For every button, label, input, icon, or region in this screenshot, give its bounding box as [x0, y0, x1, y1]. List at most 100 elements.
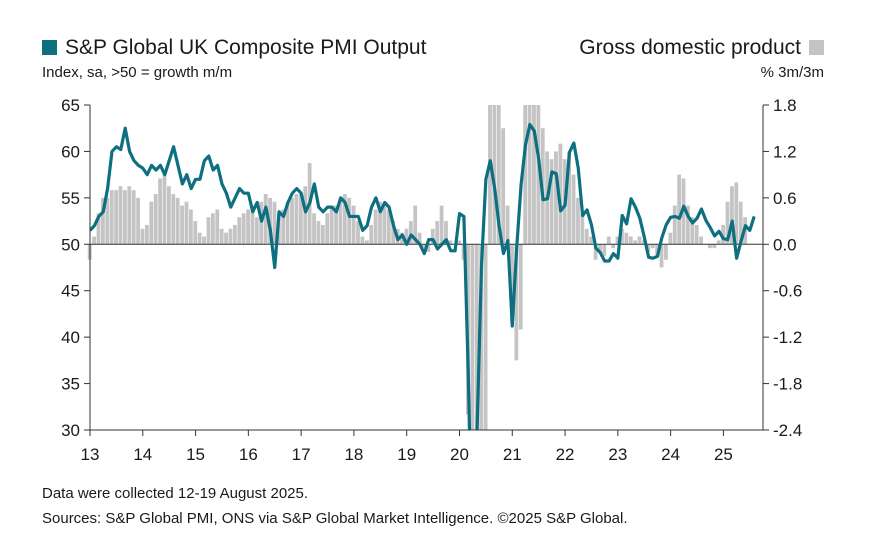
gdp-bar: [602, 244, 607, 256]
data-collection-note: Data were collected 12-19 August 2025.: [42, 485, 309, 502]
gdp-bar: [690, 217, 695, 245]
right-tick-label: 0.6: [773, 189, 797, 208]
gdp-bar: [303, 186, 308, 245]
right-tick-label: 1.8: [773, 96, 797, 115]
gdp-bar: [567, 151, 572, 245]
gdp-bar: [320, 224, 325, 245]
gdp-bar: [558, 143, 563, 245]
gdp-bar: [342, 193, 347, 245]
gdp-bar: [360, 236, 365, 245]
left-tick-label: 30: [61, 421, 80, 440]
gdp-bar: [347, 197, 352, 245]
gdp-bar: [738, 201, 743, 245]
x-tick-label: 20: [450, 445, 469, 464]
gdp-bar: [202, 236, 206, 245]
gdp-bar: [184, 201, 189, 245]
gdp-bar: [413, 205, 418, 245]
gdp-bar: [254, 217, 259, 245]
gdp-bar: [136, 197, 140, 245]
gdp-bar: [294, 193, 299, 245]
gdp-bar: [518, 244, 523, 330]
gdp-bar: [505, 205, 510, 245]
right-tick-label: -2.4: [773, 421, 802, 440]
x-tick-label: 13: [81, 445, 100, 464]
gdp-bar: [417, 232, 422, 245]
gdp-bar: [241, 213, 246, 245]
gdp-bar: [175, 197, 180, 245]
gdp-bar: [228, 228, 233, 245]
gdp-bar: [298, 193, 303, 245]
gdp-bar: [593, 244, 598, 260]
gdp-bar: [369, 224, 374, 245]
gdp-bar: [668, 232, 673, 245]
gdp-bar: [589, 236, 594, 245]
gdp-bar: [408, 221, 413, 245]
gdp-bar: [259, 201, 264, 245]
x-tick-label: 22: [556, 445, 575, 464]
gdp-bar: [646, 244, 651, 253]
gdp-bar: [197, 232, 202, 245]
gdp-bar: [598, 244, 602, 253]
gdp-bar: [611, 244, 616, 249]
gdp-bar: [219, 228, 224, 245]
gdp-bar: [501, 128, 506, 245]
gdp-bar: [426, 244, 431, 253]
gdp-bar: [439, 205, 444, 245]
right-tick-label: -0.6: [773, 282, 802, 301]
x-tick-label: 16: [239, 445, 258, 464]
gdp-bar: [527, 105, 532, 245]
gdp-bar: [232, 224, 237, 245]
gdp-legend-label: Gross domestic product: [579, 36, 801, 59]
gdp-bar: [514, 244, 519, 361]
gdp-bar: [664, 244, 668, 260]
gdp-bar: [158, 178, 162, 245]
gdp-bar: [127, 186, 132, 245]
right-tick-label: -1.2: [773, 328, 802, 347]
gdp-bar: [523, 105, 528, 245]
gdp-bar: [351, 205, 356, 245]
gdp-bar: [580, 213, 585, 245]
gdp-bar: [92, 236, 96, 245]
gdp-bar: [316, 221, 321, 245]
gdp-bar: [571, 174, 576, 245]
gdp-bar: [606, 236, 611, 245]
gdp-bar: [281, 209, 286, 245]
gdp-bar: [725, 201, 730, 245]
gdp-bar: [549, 159, 554, 245]
x-tick-label: 24: [661, 445, 680, 464]
gdp-bar: [435, 221, 440, 245]
gdp-bar: [325, 213, 330, 245]
gdp-bar: [444, 221, 448, 245]
gdp-bar: [206, 217, 211, 245]
gdp-bar: [329, 205, 334, 245]
gdp-bar: [430, 228, 435, 245]
gdp-bar: [140, 228, 145, 245]
x-tick-label: 23: [608, 445, 627, 464]
gdp-bar: [237, 217, 242, 245]
gdp-bar: [496, 105, 501, 245]
gdp-bar: [382, 205, 387, 245]
left-tick-label: 50: [61, 235, 80, 254]
left-tick-label: 65: [61, 96, 80, 115]
gdp-bar: [721, 224, 726, 245]
left-tick-label: 40: [61, 328, 80, 347]
gdp-bar: [576, 197, 580, 245]
gdp-bar: [659, 244, 664, 268]
left-tick-label: 45: [61, 282, 80, 301]
gdp-bar: [734, 182, 739, 245]
left-tick-label: 35: [61, 375, 80, 394]
gdp-legend-swatch: [809, 40, 824, 55]
gdp-bar: [162, 174, 167, 245]
gdp-bar: [373, 209, 378, 245]
gdp-bar: [166, 186, 171, 245]
x-tick-label: 17: [292, 445, 311, 464]
gdp-bar: [118, 186, 123, 245]
gdp-bar: [686, 205, 690, 245]
gdp-bar: [109, 190, 114, 245]
gdp-bar: [224, 232, 228, 245]
pmi-legend-swatch: [42, 40, 57, 55]
gdp-bar: [391, 221, 396, 245]
legend-pmi: S&P Global UK Composite PMI Output: [42, 36, 426, 60]
pmi-legend-label: S&P Global UK Composite PMI Output: [65, 36, 427, 59]
gdp-bar: [334, 205, 338, 245]
